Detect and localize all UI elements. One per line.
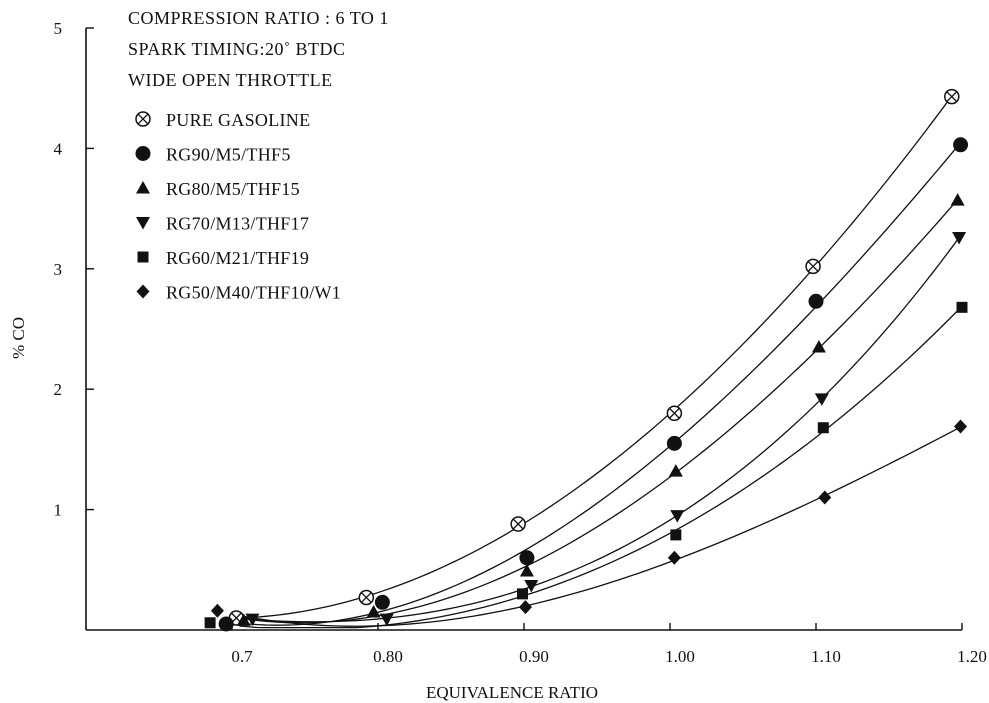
data-point-series-5 [956, 301, 968, 313]
data-point-series-4 [524, 579, 539, 593]
data-point-series-2 [953, 137, 969, 153]
legend-marker [136, 217, 150, 230]
legend: PURE GASOLINE RG90/M5/THF5 RG80/M5/THF15 RG… [135, 110, 341, 303]
x-tick-label: 1.00 [665, 647, 695, 666]
x-ticks: 0.7 0.80 0.90 1.00 1.10 1.20 [231, 623, 987, 666]
data-point-series-6 [518, 600, 532, 615]
data-point-series-3 [668, 464, 683, 477]
data-point-series-2 [519, 550, 535, 566]
legend-marker [136, 181, 150, 194]
data-point-series-2 [666, 435, 682, 451]
data-point-series-5 [517, 588, 529, 600]
fit-curve-series-5 [239, 305, 963, 629]
data-markers [204, 88, 969, 632]
fit-curve-series-2 [239, 142, 962, 626]
data-point-series-1 [510, 516, 526, 532]
data-point-series-5 [817, 422, 829, 434]
legend-label: RG50/M40/THF10/W1 [166, 283, 341, 303]
data-point-series-6 [818, 490, 832, 505]
y-tick-label: 3 [54, 260, 63, 279]
fit-curve-series-4 [239, 237, 960, 623]
data-point-series-4 [952, 231, 967, 245]
y-tick-label: 1 [54, 501, 63, 520]
legend-marker [137, 251, 149, 263]
x-tick-label: 0.7 [231, 647, 253, 666]
data-point-series-6 [667, 550, 681, 565]
y-ticks: 1 2 3 4 5 [54, 19, 94, 520]
data-point-series-3 [366, 604, 381, 618]
x-tick-label: 0.80 [373, 647, 403, 666]
data-point-series-5 [670, 529, 682, 541]
x-tick-label: 1.10 [811, 647, 841, 666]
data-point-series-1 [666, 405, 683, 422]
data-point-series-1 [358, 589, 375, 606]
fitted-curves [239, 95, 963, 629]
x-tick-label: 0.90 [519, 647, 549, 666]
data-point-series-4 [379, 613, 394, 627]
data-point-series-5 [204, 617, 216, 629]
legend-label: RG80/M5/THF15 [166, 179, 300, 199]
condition-annotation: SPARK TIMING:20˚ BTDC [128, 39, 346, 59]
data-point-series-4 [670, 510, 685, 523]
data-point-series-3 [236, 613, 251, 626]
legend-label: RG70/M13/THF17 [166, 214, 309, 234]
fit-curve-series-6 [239, 426, 961, 627]
data-point-series-1 [944, 88, 960, 105]
data-point-series-4 [814, 393, 829, 406]
legend-marker [135, 146, 151, 161]
data-point-series-3 [811, 340, 826, 353]
y-tick-label: 2 [54, 380, 63, 399]
legend-label: RG60/M21/THF19 [166, 248, 309, 268]
data-point-series-2 [808, 293, 824, 309]
data-point-series-3 [950, 193, 965, 206]
annotations: COMPRESSION RATIO : 6 TO 1 SPARK TIMING:2… [128, 8, 389, 90]
data-point-series-1 [805, 258, 821, 275]
data-point-series-3 [519, 564, 534, 577]
data-point-series-6 [954, 419, 968, 434]
fit-curve-series-1 [239, 95, 953, 619]
data-point-series-6 [210, 603, 224, 618]
x-tick-label: 1.20 [957, 647, 987, 666]
y-axis-title: % CO [9, 317, 28, 359]
data-point-series-2 [218, 616, 234, 632]
data-point-series-4 [245, 613, 260, 627]
y-tick-label: 4 [54, 139, 63, 158]
fit-curve-series-3 [239, 199, 959, 624]
legend-label: RG90/M5/THF5 [166, 145, 291, 165]
data-point-series-2 [374, 594, 390, 610]
x-axis-title: EQUIVALENCE RATIO [426, 683, 598, 702]
condition-annotation: WIDE OPEN THROTTLE [128, 70, 333, 90]
legend-marker [135, 111, 151, 127]
y-tick-label: 5 [54, 19, 63, 38]
condition-annotation: COMPRESSION RATIO : 6 TO 1 [128, 8, 389, 28]
legend-marker [136, 284, 150, 299]
legend-label: PURE GASOLINE [166, 110, 310, 130]
